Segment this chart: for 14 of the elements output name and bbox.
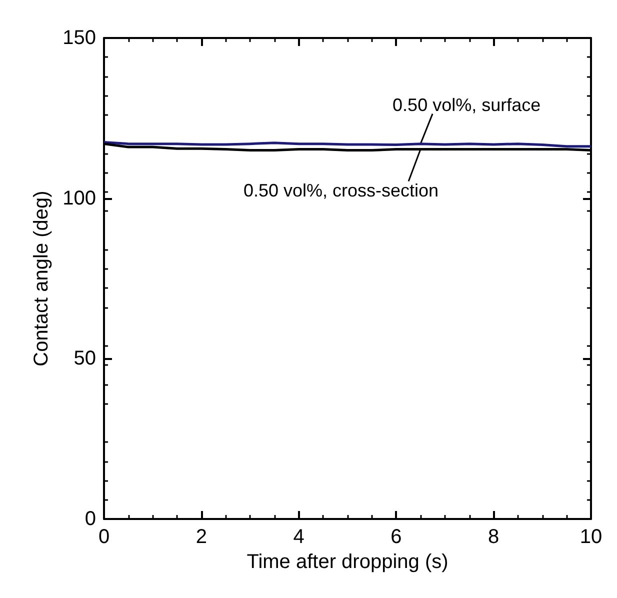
- x-tick-label: 2: [196, 526, 207, 548]
- series-label: 0.50 vol%, surface: [392, 94, 541, 115]
- y-tick-label: 150: [62, 27, 96, 49]
- x-tick-label: 8: [488, 526, 500, 548]
- y-axis-title: Contact angle (deg): [30, 190, 53, 366]
- x-tick-label: 6: [390, 526, 402, 548]
- x-axis-title: Time after dropping (s): [246, 550, 448, 573]
- x-tick-label: 10: [580, 526, 602, 548]
- legend-label: 0.50 vol%, cross-section: [243, 180, 439, 200]
- y-tick-label: 0: [84, 508, 96, 530]
- x-tick-label: 4: [293, 526, 304, 548]
- x-tick-label: 0: [98, 526, 110, 548]
- y-tick-label: 50: [74, 348, 96, 370]
- y-tick-label: 100: [62, 187, 96, 210]
